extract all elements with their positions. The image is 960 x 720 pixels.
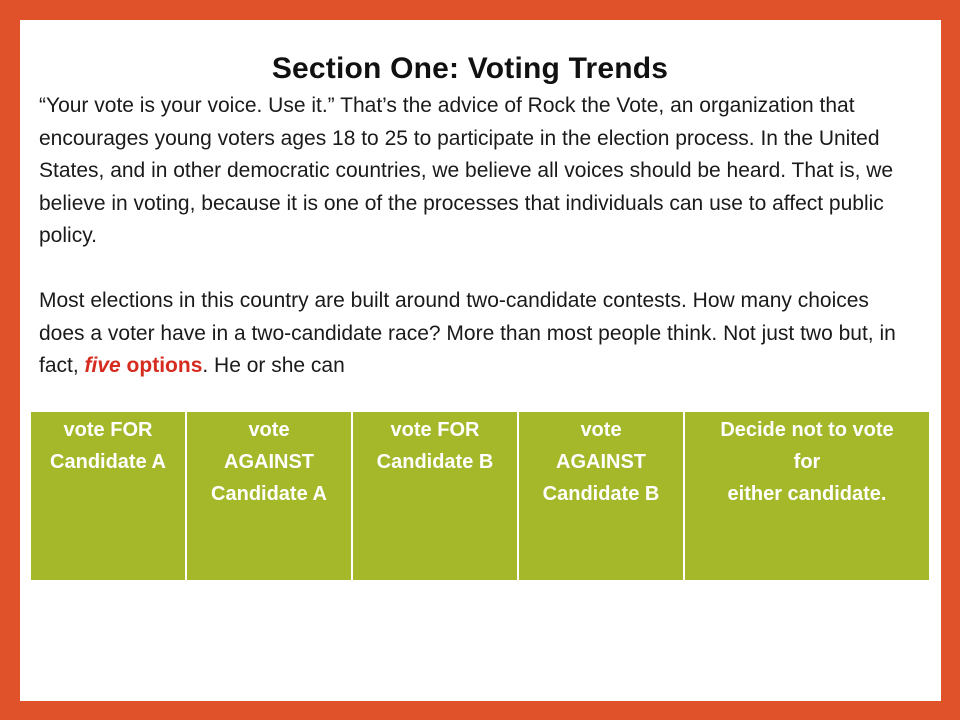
option-vote-against-a: vote AGAINST Candidate A: [187, 412, 353, 580]
option-line: Candidate A: [211, 483, 327, 505]
section-title: Section One: Voting Trends: [271, 52, 669, 85]
slide: Section One: Voting Trends “Your vote is…: [20, 20, 941, 701]
option-line: for: [793, 451, 821, 473]
emphasis-options: options: [120, 354, 203, 377]
option-vote-for-a: vote FOR Candidate A: [31, 412, 187, 580]
option-line: either candidate.: [727, 483, 887, 505]
option-vote-against-b: vote AGAINST Candidate B: [519, 412, 685, 580]
options-paragraph: Most elections in this country are built…: [39, 285, 909, 383]
options-paragraph-text: Most elections in this country are built…: [39, 289, 896, 377]
option-line: AGAINST: [556, 451, 646, 473]
option-line: vote FOR: [63, 419, 153, 441]
option-abstain: Decide not to vote for either candidate.: [685, 412, 929, 580]
option-line: Candidate B: [376, 451, 494, 473]
option-vote-for-b: vote FOR Candidate B: [353, 412, 519, 580]
options-paragraph-ending: . He or she can: [202, 354, 345, 377]
option-line: vote: [580, 419, 622, 441]
option-line: vote FOR: [390, 419, 480, 441]
intro-paragraph: “Your vote is your voice. Use it.” That’…: [39, 94, 894, 247]
body-text: “Your vote is your voice. Use it.” That’…: [39, 90, 909, 383]
emphasis-five: five: [84, 354, 121, 377]
option-line: vote: [248, 419, 290, 441]
option-line: Candidate B: [542, 483, 660, 505]
option-line: AGAINST: [224, 451, 314, 473]
option-line: Decide not to vote: [720, 419, 894, 441]
option-line: Candidate A: [50, 451, 166, 473]
voter-options-table: vote FOR Candidate A vote AGAINST Candid…: [30, 411, 930, 581]
